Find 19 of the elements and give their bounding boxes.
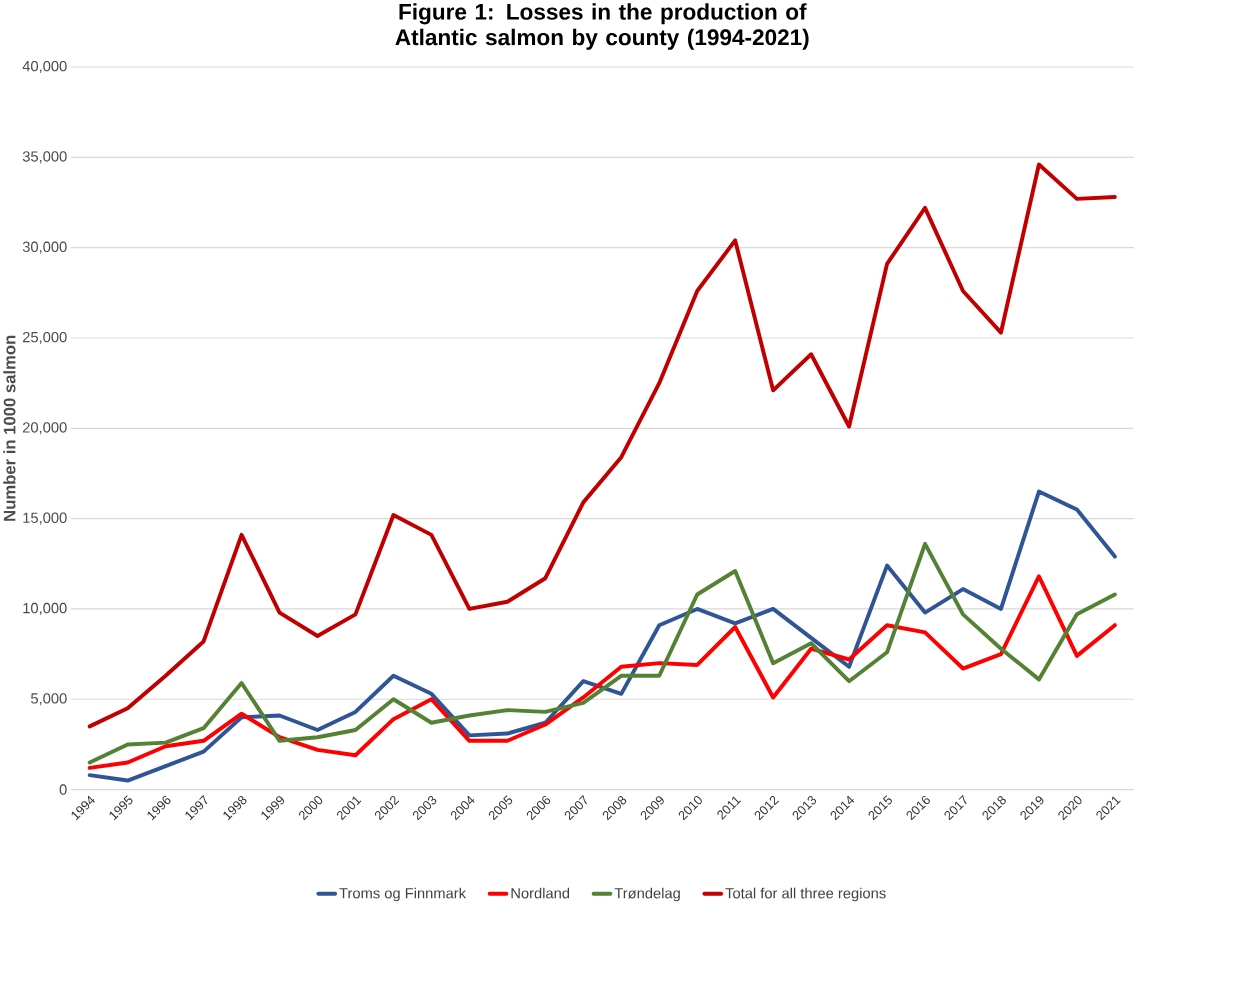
legend-label: Trøndelag — [614, 887, 680, 902]
y-tick-label: 40,000 — [22, 61, 67, 74]
y-tick-label: 30,000 — [22, 241, 67, 254]
y-tick-label: 35,000 — [22, 151, 67, 164]
y-tick-label: 15,000 — [23, 512, 67, 525]
y-tick-label: 10,000 — [23, 603, 67, 616]
y-tick-label: 5,000 — [31, 693, 67, 706]
line-series — [87, 162, 1117, 729]
y-tick-label: 25,000 — [22, 332, 67, 345]
legend-label: Nordland — [511, 887, 570, 899]
line-series — [87, 489, 1117, 783]
y-axis-title: Number in 1000 salmon — [3, 335, 16, 521]
line-series — [87, 574, 1117, 771]
y-tick-label: 0 — [59, 784, 67, 795]
legend-label: Total for all three regions — [725, 887, 886, 902]
legend-label: Troms og Finnmark — [339, 887, 467, 902]
line-series — [87, 542, 1117, 765]
chart-title: Figure 1: Losses in the production of Atlantic salmon by county (1994-2021) — [395, 3, 809, 50]
y-tick-label: 20,000 — [22, 422, 67, 435]
